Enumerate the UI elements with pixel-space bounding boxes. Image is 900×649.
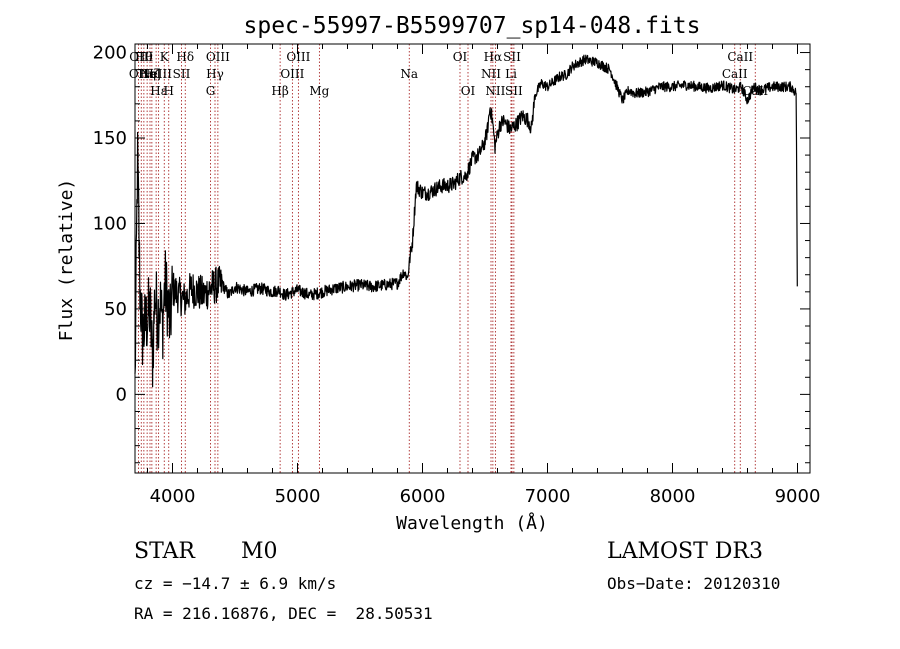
line-label-8: K — [160, 50, 170, 64]
line-label-17: OIII — [286, 50, 310, 64]
x-tick-label-2: 6000 — [400, 486, 446, 507]
line-label-15: Hβ — [271, 84, 288, 98]
line-label-23: Hα — [484, 50, 503, 64]
object-subclass: M0 — [241, 539, 278, 564]
y-tick-label-2: 100 — [93, 213, 127, 234]
line-label-21: OI — [461, 84, 476, 98]
x-axis-label: Wavelength (Å) — [396, 512, 548, 534]
redshift-velocity: cz = −14.7 ± 6.9 km/s — [134, 574, 337, 593]
spectrum-line — [134, 54, 798, 388]
line-label-3: Hη — [138, 67, 156, 81]
x-tick-label-1: 5000 — [275, 486, 321, 507]
line-label-18: Mg — [309, 84, 329, 98]
line-label-10: SII — [173, 67, 191, 81]
survey-name: LAMOST DR3 — [607, 539, 763, 564]
line-label-6: NeIII — [140, 67, 172, 81]
plot-frame — [134, 43, 811, 474]
x-tick-label-5: 9000 — [775, 486, 821, 507]
line-label-29: CaII — [727, 50, 753, 64]
line-label-20: OI — [453, 50, 468, 64]
y-tick-label-0: 0 — [116, 384, 127, 405]
line-label-13: Hγ — [206, 67, 224, 81]
y-tick-label-3: 150 — [93, 128, 127, 149]
axis-ticks — [135, 44, 810, 473]
line-label-28: CaII — [722, 67, 748, 81]
y-axis-label: Flux (relative) — [56, 179, 77, 342]
line-label-14: OIII — [206, 50, 230, 64]
line-label-2: Hθ — [135, 50, 153, 64]
spectrum-chart: spec-55997-B5599707_sp14-048.fits OIIOII… — [56, 13, 821, 534]
line-label-12: G — [206, 84, 216, 98]
line-label-22: NII — [481, 67, 501, 81]
x-tick-label-0: 4000 — [150, 486, 196, 507]
line-label-0: OII — [129, 67, 149, 81]
line-label-25: Li — [505, 67, 517, 81]
line-label-26: SII — [503, 50, 521, 64]
line-label-4: HeI — [139, 67, 162, 81]
y-tick-label-1: 50 — [104, 299, 127, 320]
chart-title: spec-55997-B5599707_sp14-048.fits — [244, 13, 701, 39]
x-tick-label-3: 7000 — [525, 486, 571, 507]
line-label-16: OIII — [280, 67, 304, 81]
y-tick-labels: 0 50 100 150 200 — [93, 43, 127, 406]
line-label-5: Hζ — [143, 67, 160, 81]
sky-coordinates: RA = 216.16876, DEC = 28.50531 — [134, 604, 433, 623]
line-label-24: NII — [485, 84, 505, 98]
y-tick-label-4: 200 — [93, 43, 127, 64]
line-label-27: SII — [505, 84, 523, 98]
line-label-19: Na — [400, 67, 418, 81]
object-class: STAR — [134, 539, 195, 564]
emission-line-markers — [138, 44, 756, 473]
line-label-9: H — [164, 84, 174, 98]
line-label-7: Hε — [150, 84, 167, 98]
x-tick-label-4: 8000 — [650, 486, 696, 507]
x-tick-labels: 4000 5000 6000 7000 8000 9000 — [150, 486, 821, 507]
observation-date: Obs−Date: 20120310 — [607, 574, 781, 593]
line-label-11: Hδ — [176, 50, 194, 64]
